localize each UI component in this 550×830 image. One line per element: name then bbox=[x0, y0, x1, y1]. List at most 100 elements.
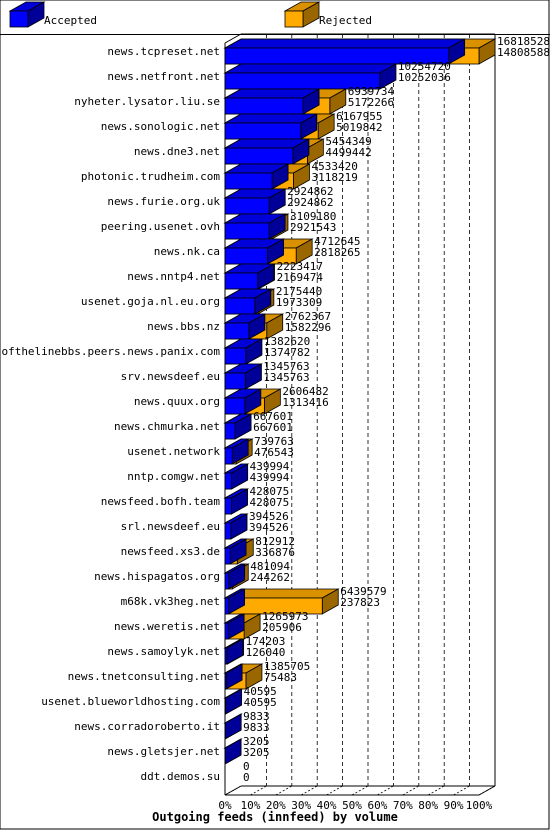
category-label: ddt.demos.su bbox=[141, 770, 220, 783]
bar-group bbox=[223, 163, 311, 190]
category-label: nyheter.lysator.liu.se bbox=[74, 95, 220, 108]
gridline-floor bbox=[351, 785, 369, 796]
plot-area: news.tcpreset.net news.netfront.net nyhete… bbox=[0, 33, 550, 812]
bar-group bbox=[223, 263, 277, 290]
legend-label-rejected: Rejected bbox=[319, 14, 372, 27]
bar-accepted bbox=[223, 688, 244, 715]
value-label-rejected: 2924862 bbox=[287, 185, 333, 198]
value-label-rejected: 394526 bbox=[249, 510, 289, 523]
bar-group bbox=[223, 288, 276, 315]
bar-accepted bbox=[223, 363, 263, 390]
category-label: news.tnetconsulting.net bbox=[68, 670, 220, 683]
value-label-rejected: 2175440 bbox=[276, 285, 322, 298]
value-label-accepted: 428075 bbox=[249, 496, 289, 509]
x-axis-title: Outgoing feeds (innfeed) by volume bbox=[152, 810, 398, 824]
x-tick-label: 80% bbox=[418, 799, 438, 812]
bar-group bbox=[223, 488, 249, 515]
legend-swatch-rejected-box bbox=[283, 1, 321, 28]
bar-group bbox=[223, 688, 244, 715]
value-label-accepted: 5172266 bbox=[348, 96, 394, 109]
bar-accepted bbox=[223, 488, 249, 515]
value-label-accepted: 476543 bbox=[254, 446, 294, 459]
bar-accepted bbox=[223, 288, 273, 315]
bar-accepted bbox=[223, 563, 247, 590]
bar-group bbox=[223, 338, 264, 365]
bar-group bbox=[223, 388, 282, 415]
x-tick-label: 0% bbox=[218, 799, 232, 812]
bars bbox=[223, 38, 497, 765]
x-tick-label: 100% bbox=[466, 799, 493, 812]
bar-accepted bbox=[223, 188, 287, 215]
x-tick-label: 60% bbox=[367, 799, 387, 812]
bar-accepted bbox=[223, 88, 321, 115]
value-label-accepted: 237823 bbox=[340, 596, 380, 609]
bar-accepted bbox=[223, 513, 249, 540]
category-label: usenet.blueworldhosting.com bbox=[41, 695, 220, 708]
value-label-rejected: 667601 bbox=[253, 410, 293, 423]
bar-group bbox=[223, 138, 325, 165]
category-label: usenet.network bbox=[127, 445, 220, 458]
bar-rejected bbox=[223, 588, 340, 615]
value-label-accepted: 75483 bbox=[264, 671, 297, 684]
bar-accepted bbox=[223, 113, 319, 140]
bar-group bbox=[223, 63, 398, 90]
x-tick-label: 90% bbox=[444, 799, 464, 812]
value-label-accepted: 5019842 bbox=[336, 121, 382, 134]
gridline-floor bbox=[250, 785, 267, 796]
bar-accepted bbox=[223, 738, 243, 765]
value-label-rejected: 40595 bbox=[244, 685, 277, 698]
category-label: news.dne3.net bbox=[134, 145, 220, 158]
bar-accepted bbox=[223, 38, 467, 65]
x-tick-label: 10% bbox=[240, 799, 260, 812]
bar-accepted bbox=[223, 413, 253, 440]
value-label-rejected: 1385705 bbox=[264, 660, 310, 673]
value-label-accepted: 1374782 bbox=[264, 346, 310, 359]
value-label-rejected: 5454349 bbox=[325, 135, 371, 148]
value-label-rejected: 428075 bbox=[249, 485, 289, 498]
value-label-accepted: 1973309 bbox=[276, 296, 322, 309]
bar-group bbox=[223, 713, 243, 740]
value-label-accepted: 2818265 bbox=[314, 246, 360, 259]
value-label-rejected: 9833 bbox=[243, 710, 270, 723]
bar-group bbox=[223, 738, 243, 765]
value-label-accepted: 2924862 bbox=[287, 196, 333, 209]
bar-accepted bbox=[223, 588, 247, 615]
bar-accepted bbox=[223, 63, 398, 90]
legend-swatch-rejected bbox=[283, 1, 321, 28]
category-label: photonic.trudheim.com bbox=[81, 170, 220, 183]
legend-item-rejected: Rejected bbox=[283, 1, 372, 28]
bar-group bbox=[223, 213, 290, 240]
bar-group bbox=[223, 313, 285, 340]
value-label-accepted: 3118219 bbox=[311, 171, 357, 184]
category-label: news.nk.ca bbox=[154, 245, 220, 258]
value-label-accepted: 3205 bbox=[243, 746, 270, 759]
bar-group bbox=[223, 238, 314, 265]
bar-group bbox=[223, 563, 250, 590]
frame-top-left bbox=[224, 33, 242, 44]
value-label-rejected: 739763 bbox=[254, 435, 294, 448]
category-label: news.netfront.net bbox=[107, 70, 220, 83]
value-label-rejected: 2223417 bbox=[277, 260, 323, 273]
value-label-rejected: 3205 bbox=[243, 735, 270, 748]
value-label-rejected: 16818528 bbox=[497, 35, 550, 48]
value-label-accepted: 244262 bbox=[250, 571, 290, 584]
category-label: m68k.vk3heg.net bbox=[121, 595, 220, 608]
value-label-rejected: 1345763 bbox=[263, 360, 309, 373]
category-label: newsfeed.xs3.de bbox=[121, 545, 220, 558]
value-label-rejected: 3109180 bbox=[290, 210, 336, 223]
bar-accepted bbox=[223, 138, 311, 165]
value-label-rejected: 6167955 bbox=[336, 110, 382, 123]
value-label-rejected: 4712645 bbox=[314, 235, 360, 248]
grid bbox=[224, 33, 496, 796]
bar-group bbox=[223, 513, 249, 540]
category-label: peering.usenet.ovh bbox=[101, 220, 220, 233]
x-axis-ticks: 0% 10% 20% 30% 40% 50% 60% 70% 80% 90% 100% bbox=[218, 799, 492, 812]
x-tick-label: 40% bbox=[317, 799, 337, 812]
bar-group bbox=[223, 588, 340, 615]
gridline-floor bbox=[301, 785, 318, 796]
bar-accepted bbox=[223, 438, 250, 465]
bar-accepted bbox=[223, 163, 290, 190]
value-label-rejected: 439994 bbox=[250, 460, 290, 473]
bar-group bbox=[223, 413, 253, 440]
category-label: news.samoylyk.net bbox=[107, 645, 220, 658]
